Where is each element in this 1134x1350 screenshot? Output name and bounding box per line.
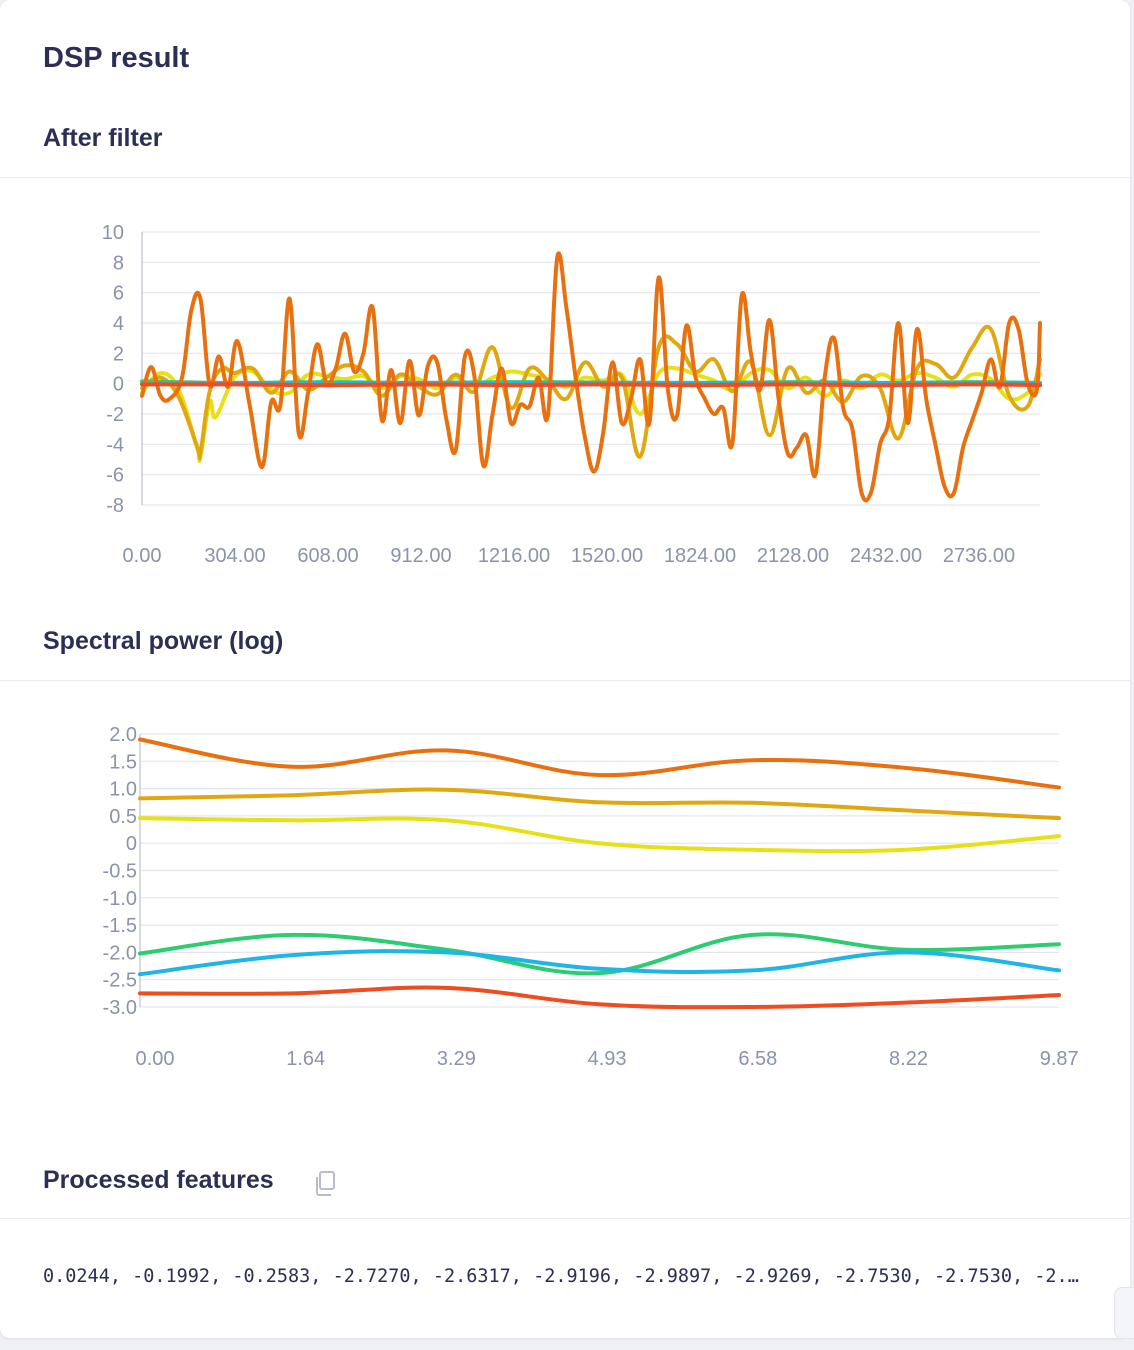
series-line-series-1 [138,737,1061,790]
series-line-series-6 [140,382,1042,388]
y-tick-label: 8 [113,252,124,274]
side-panel-handle[interactable] [1114,1287,1134,1339]
y-tick-label: 4 [113,313,124,335]
y-tick-label: 6 [113,283,124,305]
y-tick-label: 0.5 [109,806,137,828]
y-tick-label: 0 [126,833,137,855]
divider [0,1218,1130,1219]
copy-icon[interactable] [312,1170,338,1198]
y-tick-label: -6 [106,465,124,487]
y-tick-label: 1.0 [109,779,137,801]
y-tick-label: -0.5 [103,861,137,883]
series-line-series-2 [138,787,1061,821]
y-tick-label: -4 [106,434,124,456]
y-tick-label: -2.5 [103,970,137,992]
processed-features-values: 0.0244, -0.1992, -0.2583, -2.7270, -2.63… [43,1266,1089,1287]
series-line-series-3 [138,816,1061,854]
y-tick-label: -2 [106,404,124,426]
y-tick-label: -8 [106,495,124,517]
x-tick-label: 1216.00 [478,545,550,567]
y-tick-label: -3.0 [103,997,137,1019]
after-filter-chart: 10 8 6 4 2 0 -2 -4 -6 -8 0.00 304.00 608.00 912.00 121… [102,222,1042,567]
x-tick-label: 2128.00 [757,545,829,567]
x-tick-label: 1.64 [286,1048,325,1070]
x-tick-label: 1520.00 [571,545,643,567]
x-tick-label: 912.00 [390,545,451,567]
x-tick-label: 0.00 [136,1048,175,1070]
x-tick-label: 2736.00 [943,545,1015,567]
divider [0,680,1130,681]
y-tick-label: 2 [113,343,124,365]
y-tick-label: 2.0 [109,724,137,746]
x-tick-label: 304.00 [204,545,265,567]
x-tick-label: 0.00 [123,545,162,567]
y-tick-label: -2.0 [103,942,137,964]
y-tick-label: 1.5 [109,751,137,773]
x-tick-label: 8.22 [889,1048,928,1070]
divider [0,177,1130,178]
y-tick-label: 0 [113,374,124,396]
series-line-series-6 [138,985,1061,1010]
x-tick-label: 2432.00 [850,545,922,567]
x-tick-label: 3.29 [437,1048,476,1070]
x-tick-label: 608.00 [297,545,358,567]
features-section-title: Processed features [43,1166,274,1194]
y-tick-label: -1.0 [103,888,137,910]
spectral-power-chart: 2.0 1.5 1.0 0.5 0 -0.5 -1.0 -1.5 -2.0 -2.5 -3.0 0.0… [103,724,1079,1070]
series-line-series-5 [138,949,1061,977]
filter-section-title: After filter [43,124,163,152]
spectral-section-title: Spectral power (log) [43,627,284,655]
x-tick-label: 9.87 [1040,1048,1079,1070]
x-tick-label: 1824.00 [664,545,736,567]
page-title: DSP result [43,42,190,74]
x-tick-label: 4.93 [588,1048,627,1070]
series-line-series-5 [140,251,1042,503]
y-tick-label: 10 [102,222,124,244]
y-tick-label: -1.5 [103,915,137,937]
series-line-series-4 [138,932,1061,976]
x-tick-label: 6.58 [738,1048,777,1070]
